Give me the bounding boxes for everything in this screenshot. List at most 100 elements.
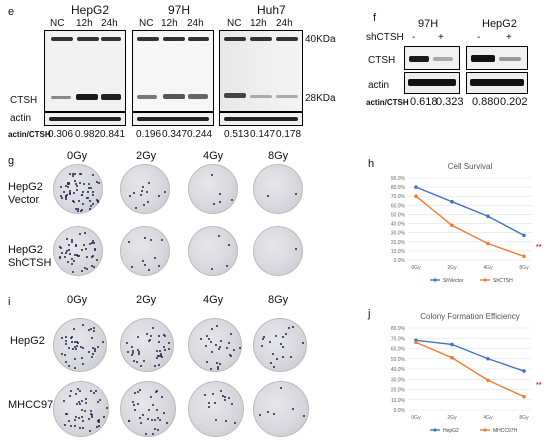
colony-dot: [209, 340, 212, 343]
colony-dot: [228, 244, 231, 247]
colony-dot: [210, 327, 213, 330]
colony-dot: [73, 260, 76, 263]
blot-ctsh-hepg2: [44, 30, 126, 112]
colony-dot: [157, 335, 160, 338]
ratio-value: 0.196: [136, 129, 162, 140]
colony-dot: [79, 173, 82, 176]
legend-label: MHCC97H: [493, 428, 518, 434]
colony-dot: [138, 389, 141, 392]
row-label-hepg2: HepG2: [10, 335, 45, 347]
colony-dot: [154, 390, 157, 393]
colony-dot: [132, 351, 135, 354]
colony-dot: [92, 173, 94, 176]
colony-dot: [61, 197, 64, 200]
colony-dot: [71, 341, 74, 344]
colony-dot: [218, 363, 221, 366]
colony-dot: [60, 185, 63, 188]
colony-dot: [214, 344, 217, 347]
colony-dot: [219, 340, 222, 343]
colony-dot: [98, 398, 101, 401]
colony-dot: [217, 365, 220, 368]
colony-dish: [253, 381, 309, 437]
colony-dot: [160, 355, 163, 358]
colony-dot: [91, 416, 94, 419]
colony-dot: [93, 326, 96, 329]
colony-dot: [75, 416, 78, 419]
colony-dish: [53, 164, 103, 214]
colony-dot: [152, 433, 155, 436]
colony-dot: [131, 350, 134, 353]
colony-dot: [91, 337, 94, 340]
colony-dot: [168, 348, 171, 351]
series-line: [415, 186, 525, 237]
y-tick-label: 70.0%: [391, 336, 406, 342]
colony-dot: [78, 400, 81, 403]
row-label-actin: actin: [10, 113, 32, 124]
ratio-value: 0.178: [276, 129, 302, 140]
colony-dot: [72, 191, 75, 194]
colony-dot: [212, 202, 215, 205]
blot-actin-hepg2-f: [466, 72, 528, 94]
colony-dot: [133, 392, 136, 395]
colony-dot: [76, 388, 79, 391]
colony-dot: [214, 419, 217, 422]
y-tick-label: 20.0%: [391, 388, 406, 394]
colony-dot: [126, 342, 128, 345]
colony-dot: [159, 353, 162, 356]
colony-dot: [71, 239, 74, 242]
colony-dot: [74, 348, 77, 351]
dose-label: 0Gy: [67, 294, 88, 306]
colony-dish: [120, 164, 170, 214]
marker-28kda: 28KDa: [305, 93, 336, 104]
colony-dot: [74, 367, 77, 370]
ratio-label-f: actin/CTSH: [366, 98, 409, 107]
colony-dot: [163, 348, 166, 351]
colony-dot: [260, 345, 263, 348]
lane-label: 24h: [101, 18, 118, 29]
dose-label: 2Gy: [136, 150, 157, 162]
colony-dot: [157, 265, 160, 268]
colony-dot: [210, 350, 213, 353]
colony-dot: [132, 191, 135, 194]
colony-dot: [138, 353, 141, 356]
data-point: [522, 233, 526, 238]
data-point: [486, 356, 490, 361]
y-tick-label: 50.0%: [391, 212, 406, 218]
colony-dot: [150, 395, 153, 398]
dose-label: 8Gy: [268, 294, 289, 306]
colony-dot: [65, 194, 68, 197]
colony-dot: [128, 419, 131, 422]
colony-dot: [127, 351, 130, 354]
significance-annotation: **: [536, 382, 542, 389]
panel-h-letter: h: [368, 158, 375, 170]
colony-dot: [102, 415, 105, 418]
colony-dot: [155, 350, 158, 353]
colony-dot: [87, 191, 90, 194]
colony-dot: [72, 270, 75, 273]
colony-dot: [281, 335, 284, 338]
colony-dot: [96, 201, 99, 204]
colony-dot: [229, 354, 232, 357]
colony-dot: [82, 426, 85, 429]
colony-dot: [75, 341, 78, 344]
colony-dot: [92, 346, 95, 349]
colony-dot: [223, 399, 226, 402]
colony-dot: [97, 420, 100, 423]
colony-dot: [60, 352, 63, 355]
colony-dot: [275, 357, 278, 360]
colony-dot: [81, 249, 84, 252]
colony-dot: [90, 186, 93, 189]
colony-dot: [73, 346, 76, 349]
colony-dot: [238, 346, 241, 349]
colony-dot: [157, 363, 160, 366]
group-name-hepg2-f: HepG2: [482, 18, 517, 30]
x-tick-label: 0Gy: [411, 415, 421, 421]
colony-dot: [81, 323, 84, 326]
colony-dish: [253, 318, 307, 372]
colony-dot: [219, 346, 222, 349]
colony-dot: [63, 190, 66, 193]
colony-dot: [218, 200, 221, 203]
lane-label: NC: [139, 18, 154, 29]
colony-dot: [140, 193, 143, 196]
colony-dot: [132, 400, 135, 403]
